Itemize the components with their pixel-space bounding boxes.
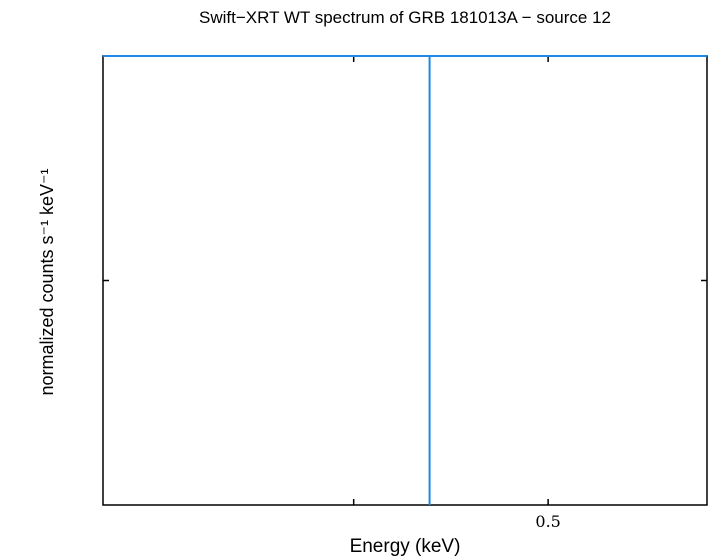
x-tick-label: 0.5 bbox=[535, 512, 560, 531]
plot-frame bbox=[102, 55, 708, 506]
chart-title: Swift−XRT WT spectrum of GRB 181013A − s… bbox=[199, 8, 611, 27]
x-axis-label: Energy (keV) bbox=[350, 536, 461, 556]
y-axis-label: normalized counts s⁻¹ keV⁻¹ bbox=[37, 168, 57, 395]
data-series bbox=[103, 55, 707, 505]
axis-ticks: 0.5 bbox=[103, 56, 707, 531]
